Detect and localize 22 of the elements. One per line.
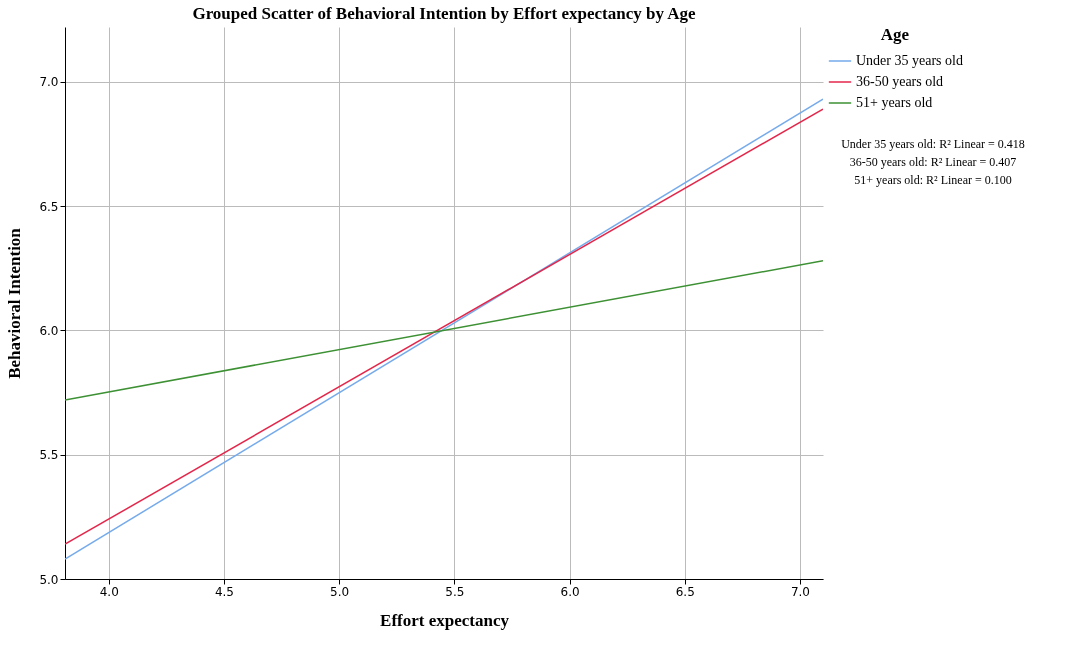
x-tick-label: 4.5	[214, 584, 235, 599]
x-tick-label: 5.5	[445, 584, 465, 599]
legend-title: Age	[880, 25, 910, 44]
x-tick-label: 4.0	[99, 584, 119, 599]
text: 36-50 years old: R² Linear = 0.407	[849, 155, 1017, 169]
legend-label: Under 35 years old	[856, 53, 963, 68]
y-tick-label: 6.5	[39, 199, 59, 214]
y-tick-label: 6.0	[39, 323, 59, 338]
y-tick-label: 7.0	[39, 75, 59, 90]
y-tick-label: 5.0	[39, 572, 59, 587]
legend-label: 36-50 years old	[856, 74, 944, 89]
text: 51+ years old: R² Linear = 0.100	[854, 173, 1012, 187]
x-axis-title: Effort expectancy	[380, 610, 510, 630]
x-tick-label: 7.0	[790, 584, 811, 599]
chart-title: Grouped Scatter of Behavioral Intention by Effort expectancy by Age	[192, 4, 697, 23]
y-axis-title: Behavioral Intention	[5, 227, 25, 379]
x-tick-label: 6.0	[560, 584, 580, 599]
legend-label: 51+ years old	[856, 95, 933, 110]
x-tick-label: 6.5	[675, 584, 695, 599]
x-tick-label: 5.0	[330, 584, 350, 599]
text: Under 35 years old: R² Linear = 0.418	[841, 137, 1025, 151]
y-tick-label: 5.5	[39, 448, 59, 463]
